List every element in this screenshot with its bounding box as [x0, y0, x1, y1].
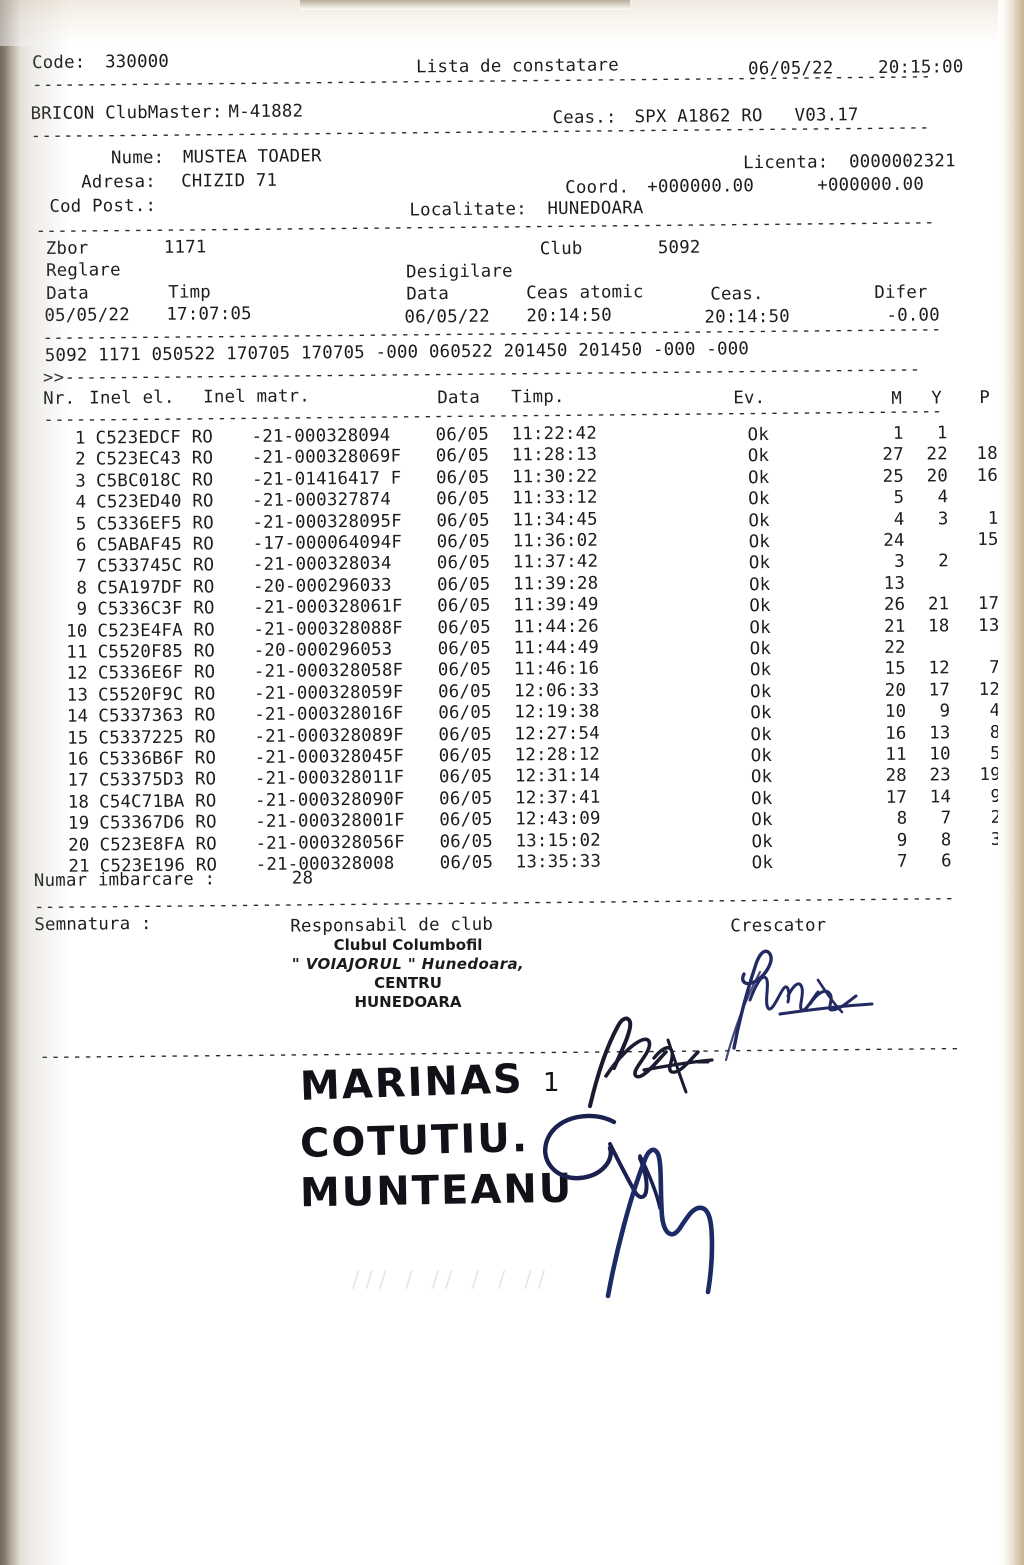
stamp-line-4: HUNEDOARA — [354, 993, 462, 1011]
code-value: 330000 — [104, 51, 170, 73]
coord-lat: +000000.00 — [647, 176, 755, 198]
club-stamp: Clubul Columbofil " VOIAJORUL " Hunedoar… — [282, 936, 534, 1012]
th-nr: Nr. — [43, 388, 76, 409]
address-label: Adresa: — [81, 171, 156, 193]
handwritten-digit: 1 — [543, 1068, 562, 1098]
divider-6: ----------------------------------------… — [34, 888, 956, 918]
col-data-left: Data — [46, 283, 90, 304]
name-value: MUSTEA TOADER — [182, 146, 322, 168]
club-label: Club — [539, 238, 583, 260]
summary-value: 28 — [291, 868, 314, 889]
handwritten-name-1: MARINAS — [299, 1056, 525, 1110]
stamp-line-2: " VOIAJORUL " Hunedoara, — [291, 955, 525, 973]
zbor-label: Zbor — [45, 238, 89, 259]
th-inel-el: Inel el. — [89, 387, 175, 409]
desigilare-label: Desigilare — [405, 261, 513, 283]
handwritten-name-3: MUNTEANU — [299, 1165, 574, 1217]
coord-label: Coord. — [565, 177, 630, 198]
stamp-line-3: CENTRU — [374, 974, 442, 992]
club-value: 5092 — [657, 237, 701, 259]
signature-label: Semnatura : — [34, 913, 152, 936]
device-label: BRICON ClubMaster: — [30, 102, 223, 125]
responsible-label: Responsabil de club — [290, 914, 494, 937]
col-ceas-atomic: Ceas atomic — [526, 282, 644, 304]
licence-value: 0000002321 — [848, 151, 956, 173]
col-difer: Difer — [874, 282, 928, 304]
device-value: M-41882 — [228, 101, 304, 123]
stamp-line-1: Clubul Columbofil — [333, 936, 483, 954]
name-label: Nume: — [110, 147, 165, 169]
postcode-label: Cod Post.: — [49, 195, 157, 217]
col-timp-left: Timp — [168, 282, 212, 303]
col-ceas: Ceas. — [710, 284, 764, 305]
handwritten-name-2: COTUTIU. — [299, 1115, 530, 1167]
zbor-value: 1171 — [163, 237, 207, 258]
faint-pencil-marks: /// / // / / // — [352, 1268, 552, 1293]
code-label: Code: — [31, 52, 86, 74]
licence-label: Licenta: — [742, 152, 829, 174]
reglare-data: 05/05/22 — [44, 305, 130, 326]
coord-lon: +000000.00 — [817, 174, 925, 196]
th-inel-matr: Inel matr. — [203, 386, 311, 408]
address-value: CHIZID 71 — [181, 170, 278, 192]
reglare-timp: 17:07:05 — [166, 303, 252, 325]
divider-1: ----------------------------------------… — [32, 66, 932, 96]
reglare-label: Reglare — [45, 260, 121, 281]
summary-label: Numar imbarcare : — [33, 869, 216, 892]
breeder-label: Crescator — [730, 915, 827, 937]
col-data-right: Data — [406, 284, 450, 305]
